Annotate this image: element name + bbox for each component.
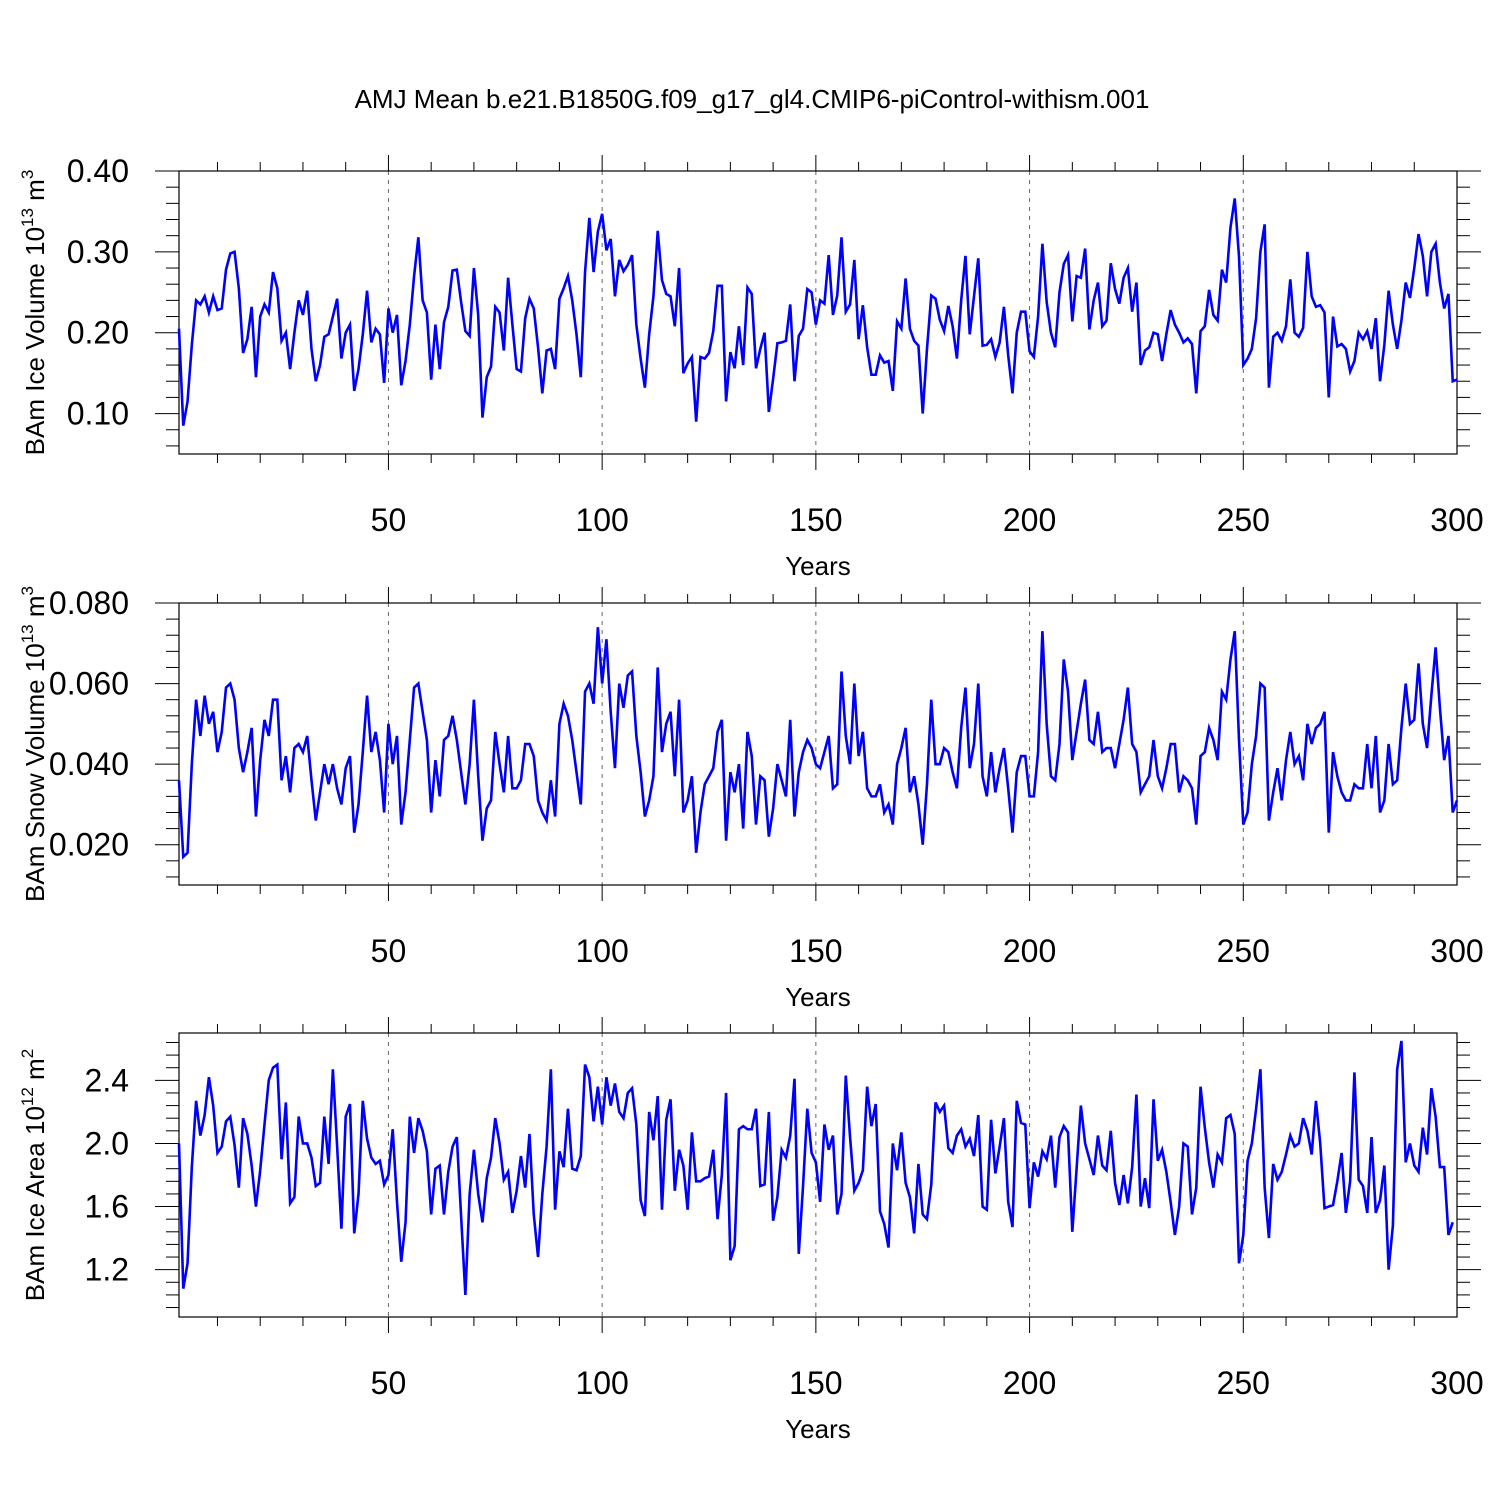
y-axis-label-text: BAm Ice Area 10 — [20, 1106, 50, 1301]
y-axis-label: BAm Snow Volume 1013 m3 — [18, 586, 50, 902]
x-tick-label: 250 — [1217, 933, 1270, 969]
y-tick-label: 2.0 — [85, 1125, 129, 1161]
x-axis-label: Years — [785, 1414, 851, 1444]
y-tick-label: 2.4 — [85, 1062, 129, 1098]
y-axis-label-unit: m — [20, 1058, 50, 1087]
x-tick-label: 200 — [1003, 1365, 1056, 1401]
x-tick-label: 300 — [1430, 1365, 1483, 1401]
panel-ice-volume: 50 100 150 200 250 300 0.10 0.20 0.30 0.40 Years BA… — [18, 153, 1484, 581]
x-tick-label: 50 — [371, 933, 407, 969]
x-tick-label: 200 — [1003, 933, 1056, 969]
y-tick-label: 0.020 — [49, 827, 129, 863]
y-tick-label: 0.040 — [49, 746, 129, 782]
y-tick-label: 1.2 — [85, 1252, 129, 1288]
y-axis-label-unit: m — [20, 595, 50, 624]
y-axis-label-exponent: 13 — [18, 208, 37, 227]
x-tick-label: 50 — [371, 1365, 407, 1401]
y-axis-label: BAm Ice Area 1012 m2 — [18, 1049, 50, 1301]
plot-frame — [178, 602, 1458, 886]
y-axis-label-text: BAm Snow Volume 10 — [20, 643, 50, 902]
panel-ice-area: 50 100 150 200 250 300 1.2 1.6 2.0 2.4 Years BAm Ic… — [18, 1017, 1484, 1444]
y-tick-label: 1.6 — [85, 1189, 129, 1225]
y-tick-label: 0.080 — [49, 585, 129, 621]
y-tick-label: 0.060 — [49, 666, 129, 702]
series-line — [177, 198, 1458, 426]
y-axis-label-unit: m — [20, 179, 50, 208]
series-line — [177, 1040, 1454, 1295]
x-tick-label: 150 — [789, 933, 842, 969]
y-tick-label: 0.30 — [67, 234, 129, 270]
x-tick-label: 300 — [1430, 502, 1483, 538]
x-tick-label: 100 — [575, 1365, 628, 1401]
series-line — [177, 627, 1459, 860]
y-tick-label: 0.40 — [67, 153, 129, 189]
y-axis-label-unit-exponent: 2 — [18, 1049, 37, 1058]
y-axis-label-exponent: 12 — [18, 1087, 37, 1106]
x-tick-label: 150 — [789, 1365, 842, 1401]
figure-title: AMJ Mean b.e21.B1850G.f09_g17_gl4.CMIP6-… — [355, 84, 1150, 114]
y-tick-label: 0.10 — [67, 396, 129, 432]
plot-frame — [178, 170, 1458, 455]
x-tick-label: 200 — [1003, 502, 1056, 538]
x-tick-label: 250 — [1217, 1365, 1270, 1401]
y-axis-label-unit-exponent: 3 — [18, 586, 37, 595]
panel-snow-volume: 50 100 150 200 250 300 0.020 0.040 0.060 0.080 Yea… — [18, 585, 1484, 1012]
y-axis-label-text: BAm Ice Volume 10 — [20, 227, 50, 455]
x-tick-label: 250 — [1217, 502, 1270, 538]
y-axis-label-unit-exponent: 3 — [18, 170, 37, 179]
x-tick-label: 50 — [371, 502, 407, 538]
x-tick-label: 100 — [575, 933, 628, 969]
y-axis-label: BAm Ice Volume 1013 m3 — [18, 170, 50, 456]
x-axis-label: Years — [785, 982, 851, 1012]
x-tick-label: 300 — [1430, 933, 1483, 969]
x-tick-label: 150 — [789, 502, 842, 538]
x-axis-label: Years — [785, 551, 851, 581]
y-axis-label-exponent: 13 — [18, 624, 37, 643]
y-tick-label: 0.20 — [67, 315, 129, 351]
x-tick-label: 100 — [575, 502, 628, 538]
